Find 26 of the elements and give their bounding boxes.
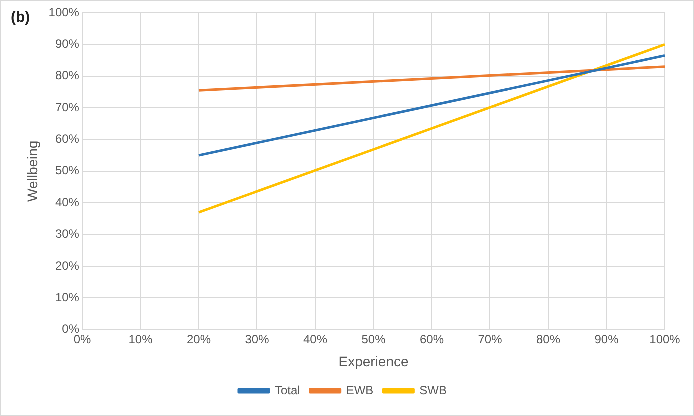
- x-tick-label: 100%: [650, 332, 681, 346]
- x-axis-title: Experience: [338, 353, 409, 370]
- y-tick-label: 30%: [55, 227, 80, 242]
- legend-label: Total: [274, 383, 300, 398]
- x-tick-label: 50%: [362, 332, 386, 346]
- x-tick-label: 30%: [245, 332, 270, 346]
- y-tick-label: 100%: [48, 5, 80, 20]
- x-tick-label: 10%: [128, 332, 154, 346]
- y-axis-title: Wellbeing: [24, 140, 40, 202]
- y-tick-label: 10%: [55, 290, 80, 304]
- y-tick-label: 70%: [55, 100, 80, 114]
- chart-title: (b): [11, 9, 30, 26]
- x-tick-label: 60%: [420, 332, 444, 346]
- y-tick-label: 80%: [55, 68, 80, 83]
- legend-label: EWB: [346, 383, 374, 398]
- y-tick-label: 40%: [55, 195, 80, 210]
- y-tick-label: 50%: [55, 164, 80, 178]
- x-tick-label: 20%: [186, 332, 212, 346]
- x-tick-label: 80%: [536, 332, 561, 346]
- legend-label: SWB: [420, 383, 448, 398]
- y-tick-label: 20%: [55, 258, 80, 273]
- x-tick-label: 40%: [303, 332, 328, 346]
- x-tick-label: 90%: [594, 332, 620, 346]
- y-tick-label: 60%: [55, 132, 80, 146]
- x-tick-label: 70%: [478, 332, 503, 346]
- y-tick-label: 90%: [55, 36, 80, 51]
